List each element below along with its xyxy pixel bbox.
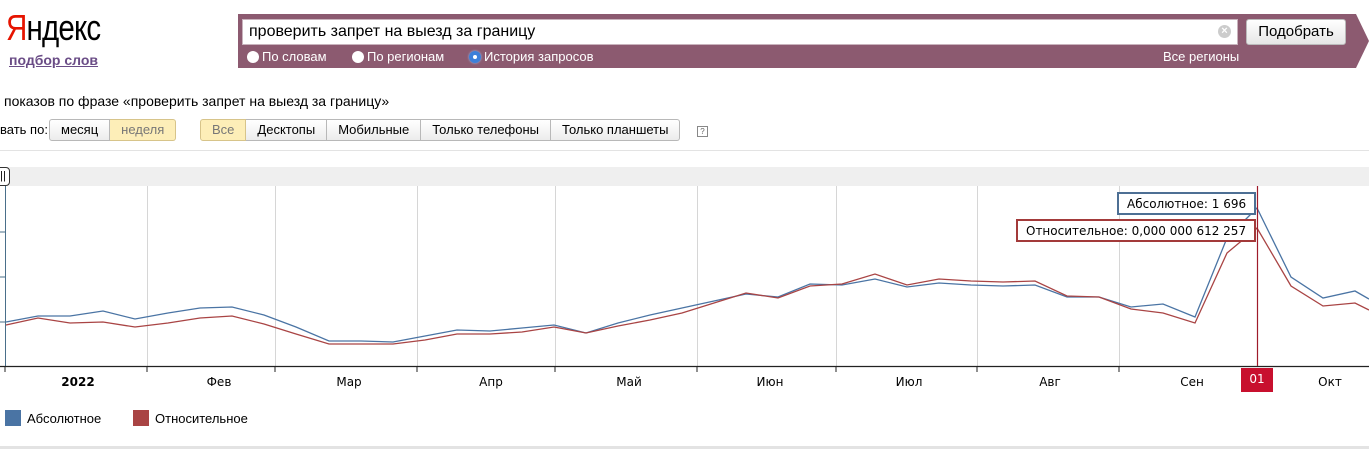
crosshair-date-label: 01 xyxy=(1241,368,1273,392)
legend-item-relative[interactable]: Относительное xyxy=(133,410,248,426)
radio-selected-icon xyxy=(469,50,481,63)
y-ticks xyxy=(0,231,5,323)
wordstat-link[interactable]: подбор слов xyxy=(9,52,99,68)
device-tablets-button[interactable]: Только планшеты xyxy=(551,119,681,141)
x-label-oct: Окт xyxy=(1318,375,1342,389)
device-mobile-button[interactable]: Мобильные xyxy=(327,119,422,141)
device-all-button[interactable]: Все xyxy=(200,119,247,141)
radio-icon xyxy=(352,50,364,63)
submit-button[interactable]: Подобрать xyxy=(1246,19,1346,45)
search-bar-arrow xyxy=(1356,14,1369,68)
x-label-2022: 2022 xyxy=(61,375,95,389)
tooltip-absolute: Абсолютное: 1 696 xyxy=(1117,192,1257,215)
x-label-sep: Сен xyxy=(1180,375,1204,389)
clear-icon[interactable]: × xyxy=(1218,25,1231,38)
help-icon[interactable]: ? xyxy=(697,126,708,137)
x-ticks xyxy=(4,366,1120,372)
x-label-apr: Апр xyxy=(479,375,503,389)
period-toggle: месяц неделя xyxy=(49,119,177,141)
radio-by-words[interactable]: По словам xyxy=(247,49,327,64)
x-label-feb: Фев xyxy=(206,375,232,389)
divider xyxy=(0,150,1369,151)
navigator-handle[interactable]: || xyxy=(0,167,10,186)
legend-swatch-icon xyxy=(5,410,21,426)
legend-swatch-icon xyxy=(133,410,149,426)
page-title: показов по фразе «проверить запрет на вы… xyxy=(4,93,390,109)
series-relative-line xyxy=(5,227,1369,345)
logo-letter: Я xyxy=(6,7,27,48)
chart-grid xyxy=(147,186,1120,366)
x-label-aug: Авг xyxy=(1039,375,1061,389)
yandex-logo[interactable]: Яндекс xyxy=(6,7,102,48)
period-week-button[interactable]: неделя xyxy=(110,119,177,141)
x-label-jun: Июн xyxy=(756,375,784,389)
chart-navigator[interactable] xyxy=(0,167,1369,186)
radio-history[interactable]: История запросов xyxy=(469,49,594,64)
radio-icon xyxy=(247,50,259,63)
group-by-label: вать по: xyxy=(0,122,48,137)
region-selector[interactable]: Все регионы xyxy=(1163,49,1240,64)
x-label-jul: Июл xyxy=(895,375,923,389)
device-filter: Все Десктопы Мобильные Только телефоны Т… xyxy=(200,119,681,141)
radio-by-regions[interactable]: По регионам xyxy=(352,49,444,64)
x-label-mar: Мар xyxy=(336,375,362,389)
logo-text: ндекс xyxy=(26,7,102,48)
series-absolute-line xyxy=(5,206,1369,343)
period-month-button[interactable]: месяц xyxy=(49,119,111,141)
tooltip-relative: Относительное: 0,000 000 612 257 xyxy=(1016,219,1257,242)
legend-item-absolute[interactable]: Абсолютное xyxy=(5,410,101,426)
device-desktop-button[interactable]: Десктопы xyxy=(246,119,328,141)
search-input[interactable]: проверить запрет на выезд за границу xyxy=(242,19,1238,45)
device-phones-button[interactable]: Только телефоны xyxy=(421,119,552,141)
line-chart[interactable] xyxy=(0,186,1369,376)
divider xyxy=(0,446,1369,449)
x-label-may: Май xyxy=(616,375,642,389)
